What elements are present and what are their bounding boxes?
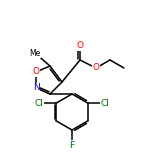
Text: O: O [76,41,83,50]
Text: Cl: Cl [100,98,109,107]
Text: N: N [33,83,39,93]
Text: Cl: Cl [35,98,44,107]
Text: O: O [33,67,40,76]
Text: F: F [69,140,75,150]
Text: O: O [93,64,100,73]
Text: Me: Me [29,48,41,57]
